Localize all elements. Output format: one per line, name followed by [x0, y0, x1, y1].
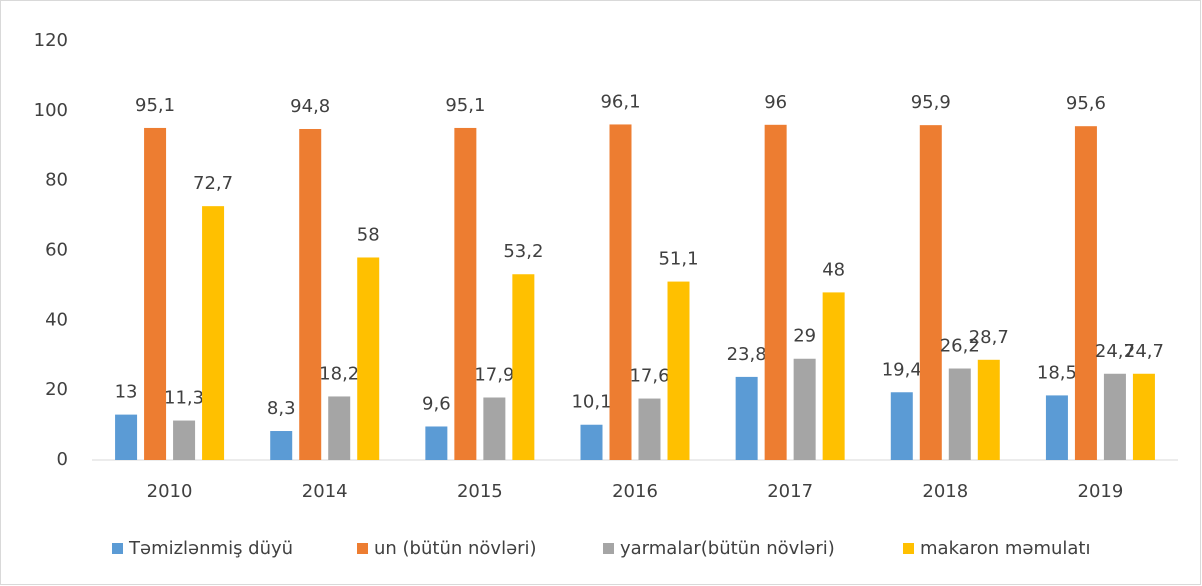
data-label: 94,8: [290, 96, 330, 117]
data-label: 95,6: [1066, 93, 1106, 114]
y-tick-label: 100: [34, 100, 68, 121]
bar: [202, 206, 225, 460]
x-tick-label: 2010: [147, 481, 193, 502]
data-label: 53,2: [503, 241, 543, 262]
legend-swatch: [112, 543, 123, 554]
x-tick-label: 2014: [302, 481, 348, 502]
bar: [977, 359, 1000, 460]
bar: [948, 368, 971, 460]
bar: [609, 124, 632, 460]
data-label: 51,1: [658, 249, 698, 270]
data-label: 17,6: [629, 366, 669, 387]
bar: [357, 257, 380, 460]
data-label: 96,1: [600, 91, 640, 112]
data-label: 18,2: [319, 363, 359, 384]
bar: [454, 127, 477, 460]
bar: [1045, 395, 1068, 460]
data-label: 23,8: [727, 344, 767, 365]
data-label: 29: [793, 326, 816, 347]
data-label: 28,7: [969, 327, 1009, 348]
data-label: 24,7: [1095, 341, 1135, 362]
legend-label: makaron məmulatı: [920, 538, 1091, 559]
bar: [793, 358, 816, 460]
bar: [1132, 373, 1155, 460]
bar: [270, 431, 293, 460]
y-tick-label: 80: [45, 170, 68, 191]
x-tick-label: 2019: [1078, 481, 1124, 502]
bar: [764, 124, 787, 461]
x-tick-label: 2015: [457, 481, 503, 502]
bar: [638, 398, 661, 460]
bar: [299, 128, 322, 461]
data-label: 19,4: [882, 359, 922, 380]
bar: [667, 281, 690, 460]
legend-swatch: [603, 543, 614, 554]
bar: [115, 414, 138, 460]
data-label: 9,6: [422, 393, 451, 414]
legend-label: yarmalar(bütün növləri): [620, 538, 835, 559]
data-label: 95,1: [445, 95, 485, 116]
bar: [735, 376, 758, 460]
bar: [173, 420, 196, 460]
data-label: 96: [764, 92, 787, 113]
bar: [512, 274, 535, 460]
y-tick-label: 40: [45, 309, 68, 330]
data-label: 13: [115, 382, 138, 403]
x-tick-label: 2016: [612, 481, 658, 502]
data-label: 8,3: [267, 398, 296, 419]
bar: [1074, 126, 1097, 461]
data-label: 72,7: [193, 173, 233, 194]
legend-swatch: [357, 543, 368, 554]
data-label: 48: [822, 259, 845, 280]
bar: [580, 424, 603, 460]
data-label: 24,7: [1124, 341, 1164, 362]
data-label: 58: [357, 224, 380, 245]
legend-swatch: [903, 543, 914, 554]
x-tick-label: 2018: [922, 481, 968, 502]
data-label: 95,1: [135, 95, 175, 116]
bar: [144, 127, 167, 460]
data-label: 95,9: [911, 92, 951, 113]
bar: [919, 125, 942, 460]
bar: [822, 292, 845, 460]
bar: [328, 396, 351, 460]
data-label: 11,3: [164, 388, 204, 409]
bar: [425, 426, 448, 460]
y-tick-label: 20: [45, 379, 68, 400]
bar: [890, 392, 913, 460]
data-label: 17,9: [474, 364, 514, 385]
data-label: 10,1: [571, 392, 611, 413]
data-label: 18,5: [1037, 362, 1077, 383]
x-tick-label: 2017: [767, 481, 813, 502]
data-label: 26,2: [940, 336, 980, 357]
bar: [1103, 373, 1126, 460]
y-tick-label: 0: [57, 449, 68, 470]
bar: [483, 397, 506, 460]
y-tick-label: 60: [45, 240, 68, 261]
legend-label: un (bütün növləri): [374, 538, 537, 559]
y-tick-label: 120: [34, 30, 68, 51]
legend-label: Təmizlənmiş düyü: [128, 538, 293, 559]
